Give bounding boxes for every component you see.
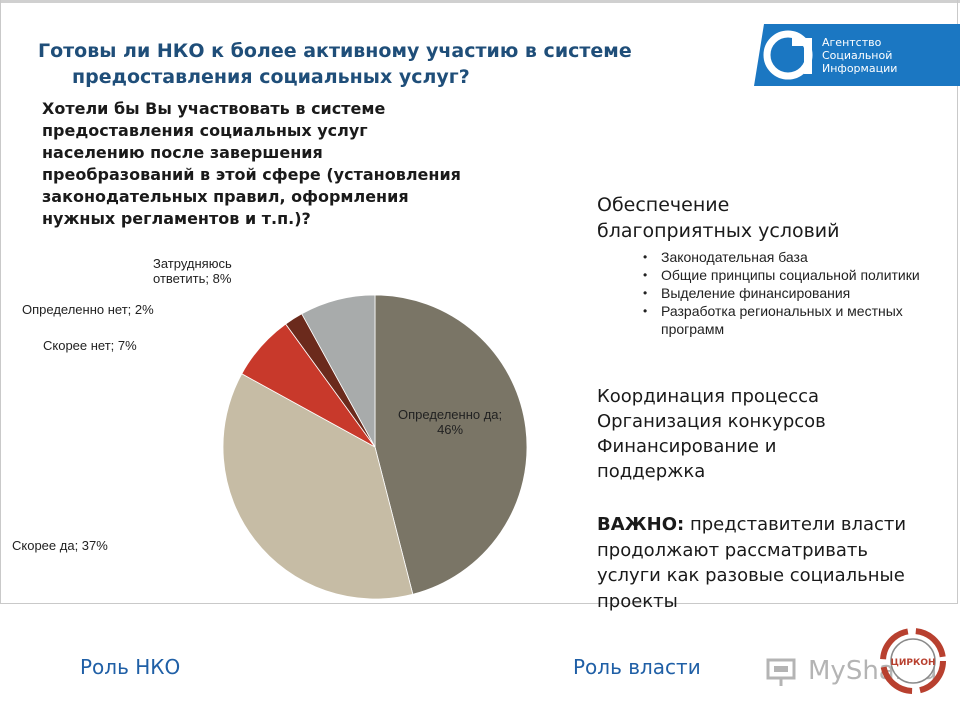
label-hard-line-2: ответить; 8% [153, 271, 232, 286]
label-hard-line-1: Затрудняюсь [153, 256, 232, 271]
survey-question: Хотели бы Вы участвовать в системе предо… [42, 99, 461, 228]
list-item: Выделение финансирования [641, 284, 947, 302]
slide-frame [0, 0, 958, 604]
logo-line-2: Социальной [822, 49, 893, 62]
label-definitely-yes: Определенно да; 46% [398, 407, 502, 437]
agency-logo: Агентство Социальной Информации [726, 24, 960, 86]
list-item: Общие принципы социальной политики [641, 266, 947, 284]
logo-text: Агентство Социальной Информации [822, 36, 897, 75]
important-note: ВАЖНО: представители власти продолжают р… [597, 512, 937, 614]
coordination-line-3: Финансирование и [597, 436, 777, 457]
important-label: ВАЖНО: [597, 514, 685, 535]
seal-text: ЦИРКОН [890, 658, 935, 668]
title-line-2: предоставления социальных услуг? [72, 66, 470, 88]
conditions-title: Обеспечение благоприятных условий [597, 192, 947, 244]
conditions-section: Обеспечение благоприятных условий Законо… [597, 192, 947, 338]
gov-role-label: Роль власти [573, 655, 701, 679]
label-rather-no: Скорее нет; 7% [43, 338, 137, 353]
label-definitely-no: Определенно нет; 2% [22, 302, 154, 317]
slide-title: Готовы ли НКО к более активному участию … [38, 38, 728, 90]
logo-graphic [726, 24, 960, 86]
label-definitely-yes-line-1: Определенно да; [398, 407, 503, 422]
list-item: Законодательная база [641, 248, 947, 266]
title-line-1: Готовы ли НКО к более активному участию … [38, 40, 632, 62]
conditions-title-line-1: Обеспечение [597, 194, 730, 216]
circon-seal: ЦИРКОН [880, 628, 946, 694]
presentation-icon [766, 658, 796, 686]
label-hard-to-answer: Затрудняюсь ответить; 8% [153, 256, 232, 286]
label-rather-yes: Скорее да; 37% [12, 538, 108, 553]
conditions-list: Законодательная база Общие принципы соци… [597, 248, 947, 338]
important-text: представители власти продолжают рассматр… [597, 514, 907, 612]
top-border [0, 0, 960, 3]
list-item: Разработка региональных и местных програ… [641, 302, 947, 338]
logo-line-1: Агентство [822, 36, 882, 49]
coordination-line-1: Координация процесса [597, 386, 820, 407]
coordination-line-2: Организация конкурсов [597, 411, 826, 432]
coordination-block: Координация процесса Организация конкурс… [597, 384, 937, 484]
coordination-line-4: поддержка [597, 461, 706, 482]
ngo-role-label: Роль НКО [80, 655, 181, 679]
logo-line-3: Информации [822, 62, 898, 75]
conditions-title-line-2: благоприятных условий [597, 220, 840, 242]
label-definitely-yes-line-2: 46% [437, 422, 464, 437]
